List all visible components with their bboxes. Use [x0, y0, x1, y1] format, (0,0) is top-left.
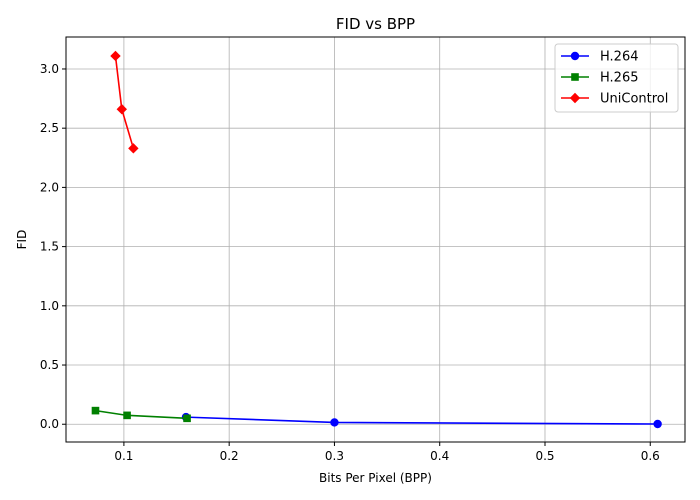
x-axis-ticks: 0.1 0.2 0.3 0.4 0.5 0.6: [114, 442, 660, 463]
x-axis-label: Bits Per Pixel (BPP): [319, 471, 432, 485]
legend-entry-unicontrol: UniControl: [561, 92, 668, 107]
data-point-h-265: [183, 414, 191, 423]
legend-marker-unicontrol: [569, 92, 581, 104]
x-tick-label: 0.6: [641, 449, 660, 463]
data-point-unicontrol: [116, 104, 127, 115]
plot-frame: [65, 36, 686, 443]
data-point-h-265: [91, 406, 100, 415]
x-tick-label: 0.4: [430, 449, 449, 463]
y-tick-label: 2.0: [40, 180, 59, 194]
x-tick-label: 0.3: [325, 449, 344, 463]
series-line-h-265: [95, 409, 188, 420]
y-tick-label: 1.5: [40, 240, 59, 254]
y-tick-label: 3.0: [40, 62, 59, 76]
data-point-h-264: [653, 419, 662, 429]
x-tick-label: 0.5: [535, 449, 554, 463]
series-line-h-264: [185, 416, 658, 425]
data-point-h-264: [330, 418, 339, 427]
data-point-h-265: [123, 411, 131, 420]
y-tick-label: 0.0: [40, 417, 59, 431]
y-tick-label: 2.5: [40, 121, 59, 135]
x-tick-label: 0.2: [220, 449, 239, 463]
y-tick-label: 1.0: [40, 299, 59, 313]
series-line-unicontrol: [114, 55, 135, 149]
series-h-264: [181, 412, 662, 429]
chart-title: FID vs BPP: [336, 15, 415, 33]
legend: H.264 H.265 UniControl: [554, 43, 679, 113]
series-h-265: [91, 406, 191, 423]
data-point-unicontrol: [110, 50, 121, 62]
legend-box: [554, 43, 679, 113]
legend-entry-h-265: H.265: [561, 71, 639, 86]
y-axis-ticks: 0.0 0.5 1.0 1.5 2.0 2.5 3.0: [40, 62, 66, 431]
legend-label-unicontrol: UniControl: [600, 92, 668, 107]
data-point-unicontrol: [128, 143, 139, 154]
legend-marker-h-264: [570, 51, 580, 61]
legend-label-h-264: H.264: [600, 50, 639, 65]
x-tick-label: 0.1: [114, 449, 133, 463]
legend-label-h-265: H.265: [600, 71, 639, 86]
legend-marker-h-265: [571, 73, 579, 81]
series-group: [91, 50, 662, 429]
y-tick-label: 0.5: [40, 358, 59, 372]
y-axis-label: FID: [15, 230, 29, 250]
legend-entry-h-264: H.264: [561, 50, 639, 65]
series-unicontrol: [110, 50, 139, 154]
